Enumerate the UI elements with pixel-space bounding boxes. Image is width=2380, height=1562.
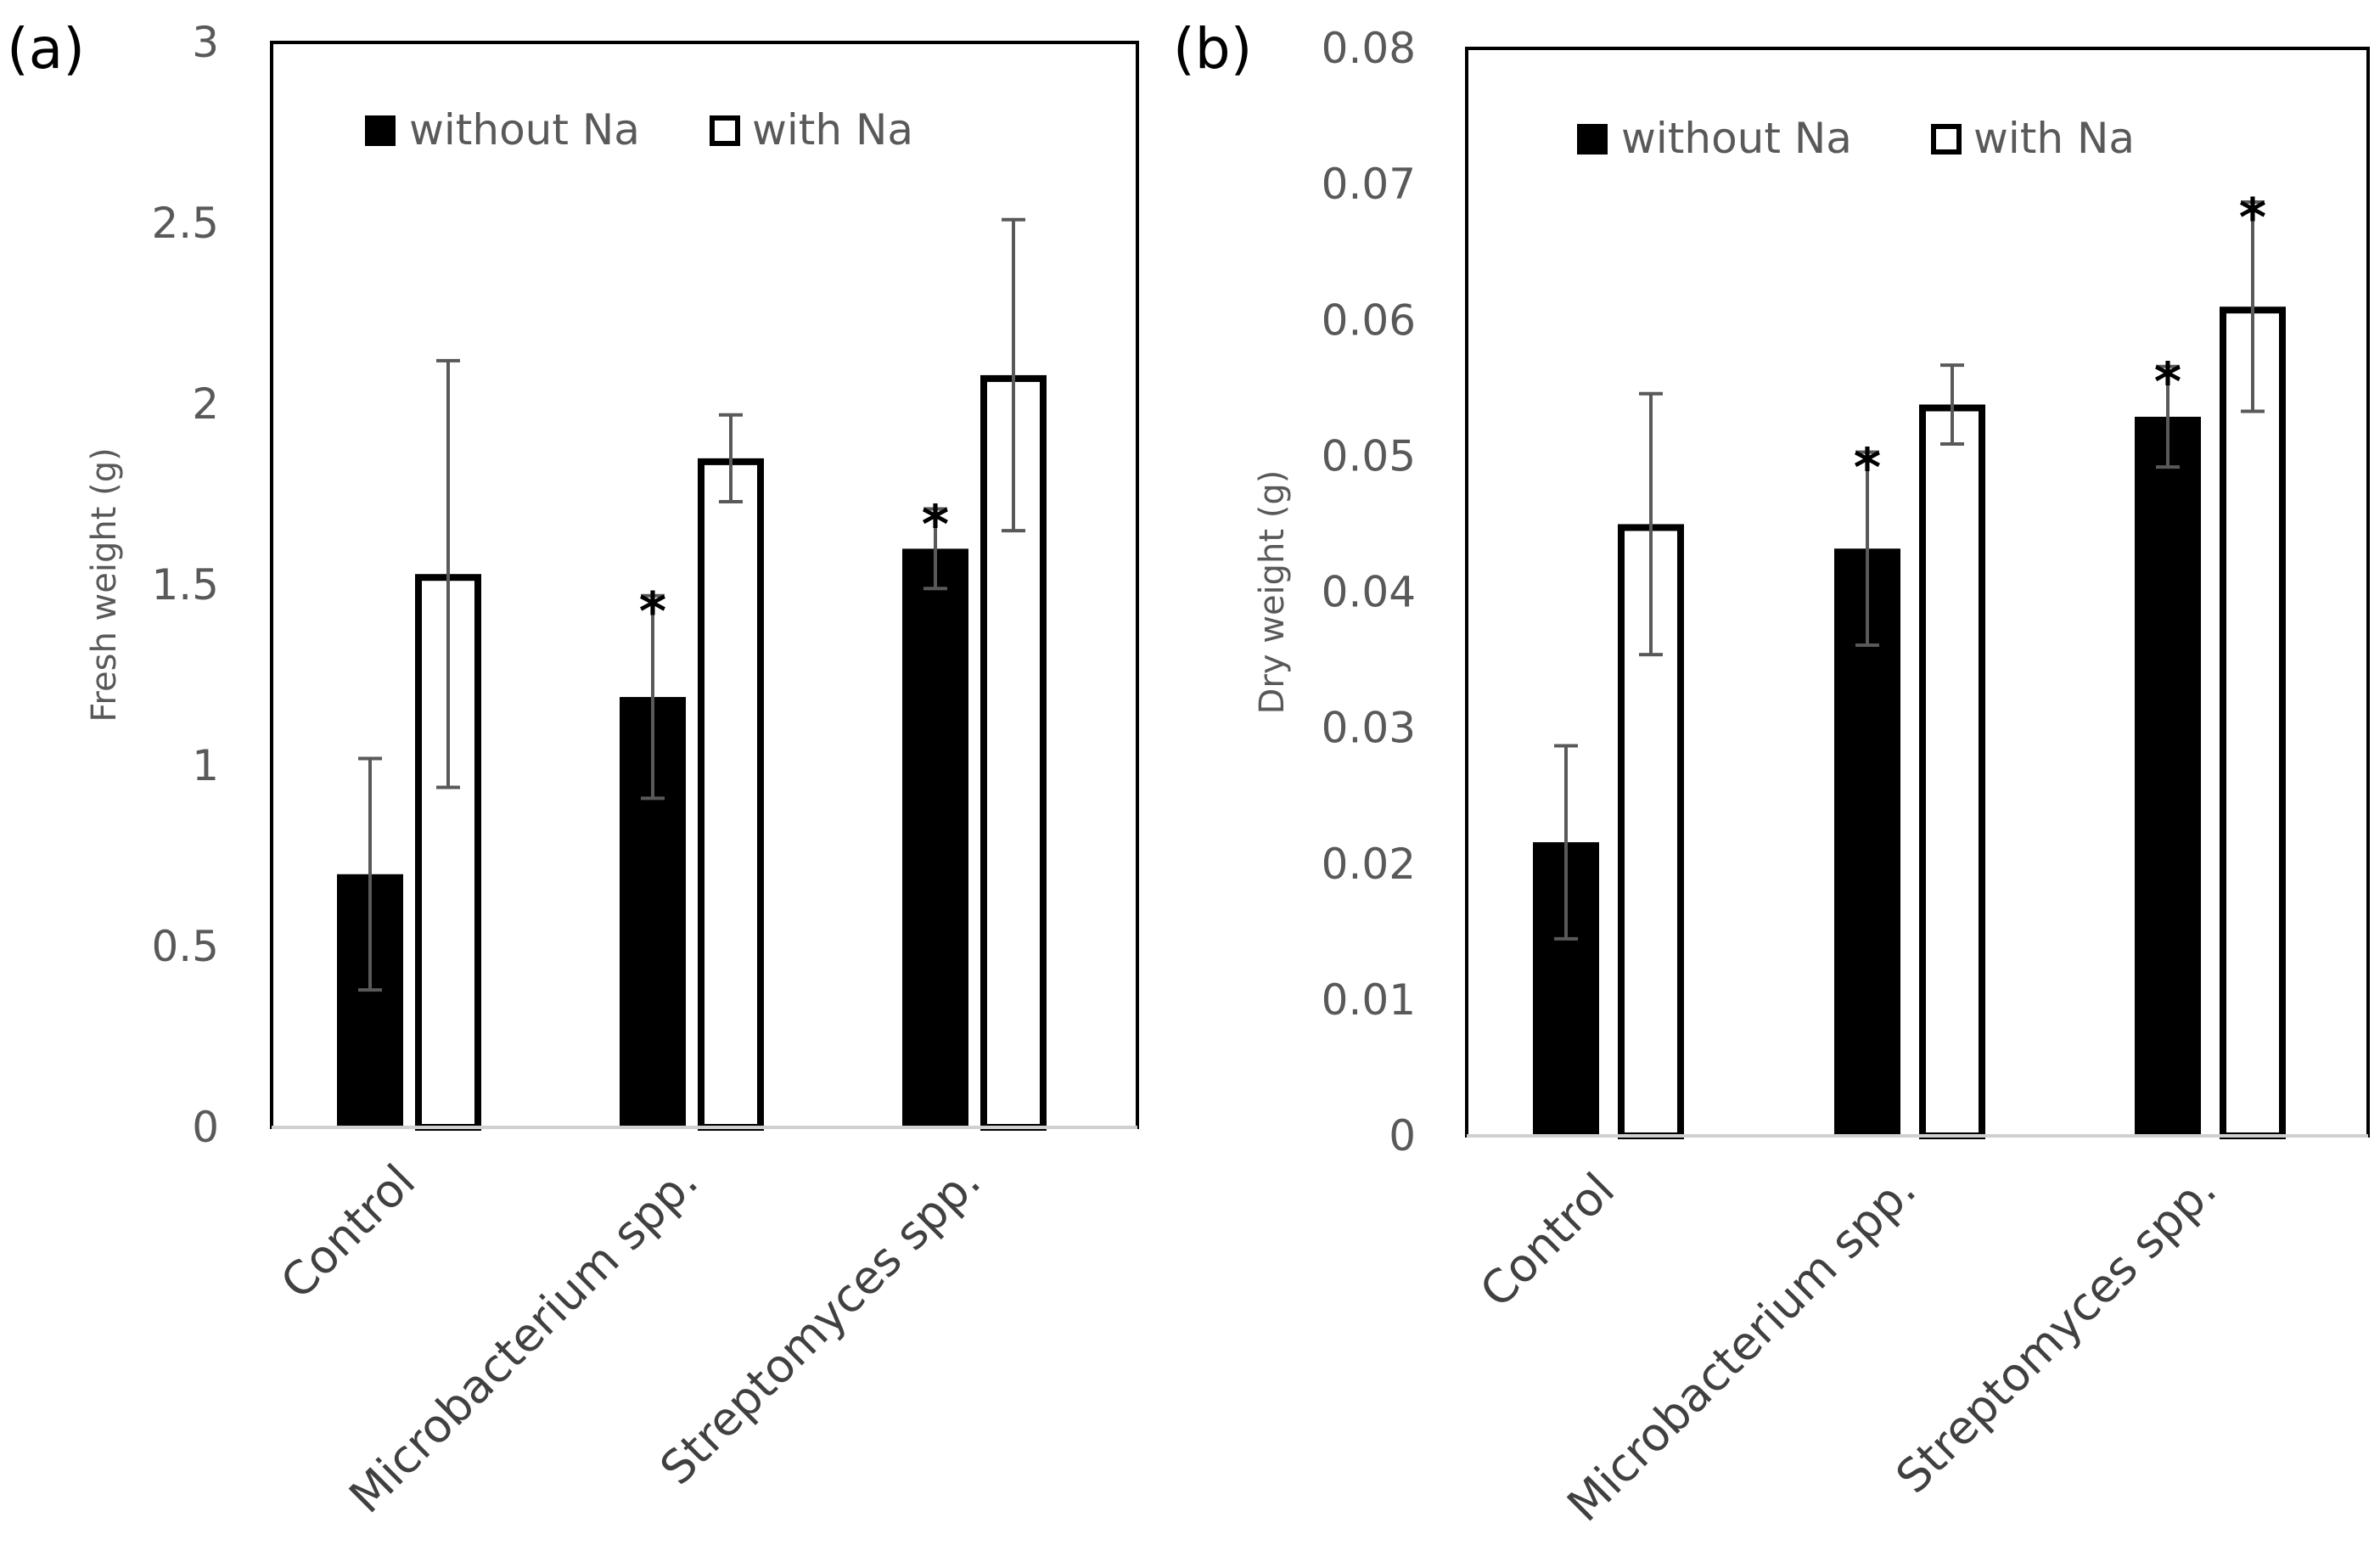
significance-marker-a: * (922, 494, 949, 556)
category-label-a-streptomyces-spp: Streptomyces spp. (650, 1155, 991, 1496)
category-label-b-control: Control (1470, 1163, 1625, 1318)
y-tick-label-b: 0.03 (1322, 704, 1416, 753)
legend-a: without Na with Na (365, 105, 913, 155)
y-tick-label-a: 2 (192, 379, 219, 429)
y-tick-label-a: 3 (192, 18, 219, 67)
bar-b-without-na-streptomyces-spp (2135, 416, 2201, 1137)
error-bar-b-with-na-control (1639, 391, 1663, 657)
error-bar-a-without-na-microbacterium-spp (641, 593, 665, 801)
y-tick-label-a: 1.5 (151, 560, 219, 610)
legend-label-a-with-na: with Na (752, 105, 913, 155)
legend-swatch-b-with-na (1931, 124, 1962, 155)
panel-b-dry-weight-chart: (b) 0 0.01 0.02 0.03 0.04 0.05 0.06 0.07 0.08 Dry … (1173, 16, 2370, 1532)
error-bar-a-without-na-streptomyces-spp (923, 507, 947, 591)
error-bar-a-with-na-streptomyces-spp (1002, 217, 1025, 533)
significance-marker-b: * (1854, 437, 1881, 499)
error-bar-b-without-na-control (1554, 744, 1578, 941)
significance-marker-a: * (639, 581, 666, 643)
y-tick-label-b: 0.08 (1322, 24, 1416, 73)
y-tick-label-a: 1 (192, 741, 219, 790)
y-tick-label-b: 0.01 (1322, 975, 1416, 1025)
category-label-a-control: Control (271, 1155, 426, 1310)
error-bar-a-with-na-microbacterium-spp (719, 413, 743, 504)
y-tick-label-b: 0.04 (1322, 568, 1416, 617)
significance-marker-b: * (2239, 187, 2266, 249)
bar-b-with-na-streptomyces-spp (2220, 306, 2286, 1139)
y-tick-label-a: 0 (192, 1103, 219, 1152)
legend-swatch-a-with-na (710, 115, 740, 146)
category-label-b-streptomyces-spp: Streptomyces spp. (1886, 1163, 2227, 1504)
y-tick-label-a: 0.5 (151, 922, 219, 971)
y-tick-label-b: 0.06 (1322, 295, 1416, 345)
y-axis-label-b: Dry weight (g) (1253, 470, 1292, 715)
error-bar-a-without-na-control (358, 756, 382, 992)
y-tick-label-b: 0.02 (1322, 840, 1416, 889)
y-tick-label-b: 0.07 (1322, 160, 1416, 209)
error-bar-b-without-na-microbacterium-spp (1855, 450, 1879, 647)
panel-label-a: (a) (7, 16, 85, 81)
y-tick-label-b: 0.05 (1322, 431, 1416, 480)
error-bar-b-without-na-streptomyces-spp (2156, 364, 2180, 469)
significance-marker-b: * (2154, 351, 2181, 413)
y-tick-label-a: 2.5 (151, 199, 219, 248)
legend-swatch-a-without-na (365, 115, 396, 146)
error-bar-b-with-na-streptomyces-spp (2241, 199, 2265, 413)
legend-label-b-without-na: without Na (1621, 114, 1852, 163)
panel-a-fresh-weight-chart: (a) 0 0.5 1 1.5 2 2.5 3 Fresh weight (g) Control *… (7, 16, 1139, 1523)
bar-b-with-na-microbacterium-spp (1919, 404, 1985, 1139)
y-tick-label-b: 0 (1389, 1111, 1416, 1160)
legend-label-a-without-na: without Na (409, 105, 640, 155)
error-bar-a-with-na-control (436, 358, 460, 789)
legend-label-b-with-na: with Na (1973, 114, 2135, 163)
category-label-b-microbacterium-spp: Microbacterium spp. (1557, 1163, 1926, 1532)
legend-b: without Na with Na (1577, 114, 2135, 163)
error-bar-b-with-na-microbacterium-spp (1940, 363, 1964, 446)
panel-label-b: (b) (1173, 16, 1252, 81)
bar-a-with-na-microbacterium-spp (698, 458, 764, 1131)
bar-a-without-na-streptomyces-spp (902, 548, 968, 1127)
y-axis-label-a: Fresh weight (g) (85, 447, 124, 722)
legend-swatch-b-without-na (1577, 124, 1608, 155)
